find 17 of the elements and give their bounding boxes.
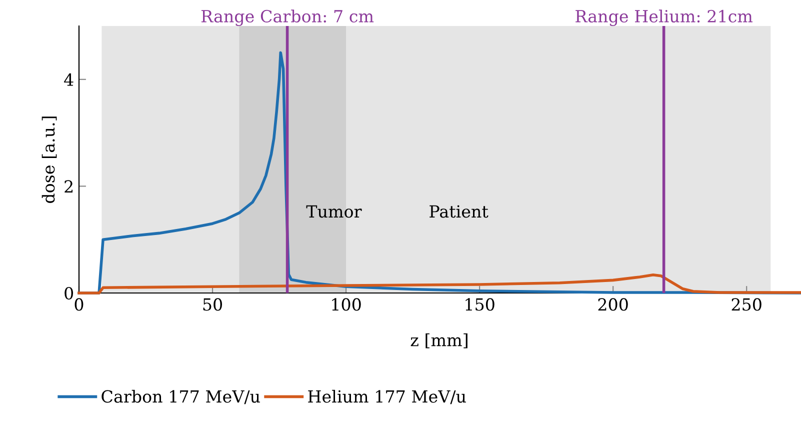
x-tick-label: 100 [332, 298, 361, 311]
y-tick-label: 4 [64, 73, 74, 86]
legend-label: Helium 177 MeV/u [308, 390, 466, 404]
annotation: Range Carbon: 7 cm [201, 10, 374, 26]
x-tick-label: 0 [74, 298, 84, 311]
x-tick-label: 150 [466, 298, 494, 311]
x-tick-label: 200 [598, 298, 628, 311]
annotation: Patient [430, 205, 488, 218]
x-axis-title: z [mm] [410, 333, 468, 348]
y-tick-label: 0 [64, 286, 74, 300]
y-axis-title: dose [a.u.] [42, 116, 57, 204]
legend-label: Carbon 177 MeV/u [102, 390, 260, 404]
x-tick-label: 250 [732, 298, 762, 311]
annotation: Range Helium: 21cm [576, 10, 752, 26]
y-tick-label: 2 [64, 180, 73, 193]
annotation: Tumor [306, 205, 362, 218]
x-tick-label: 50 [203, 298, 222, 311]
